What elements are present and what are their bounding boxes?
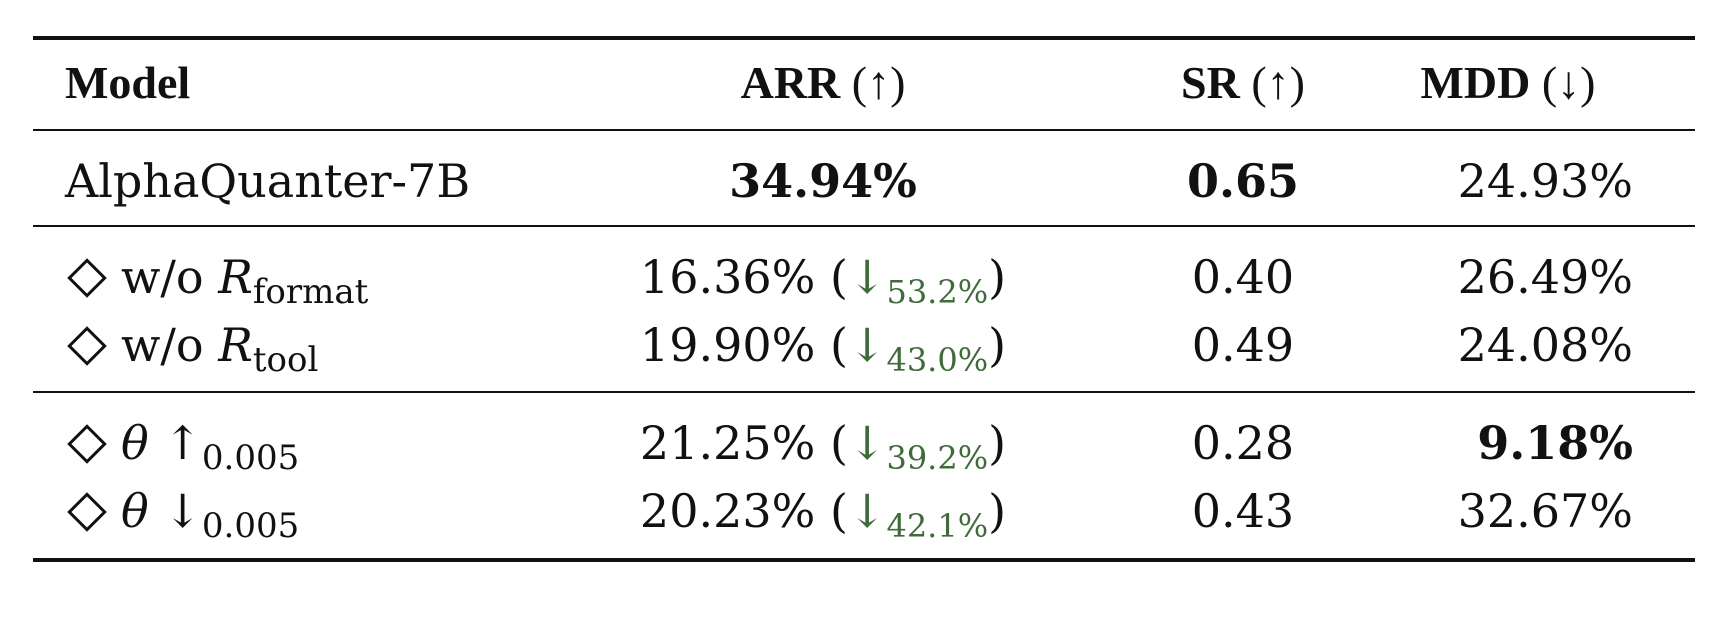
down-arrow-icon: ↓ <box>847 416 887 470</box>
row-sr: 0.49 <box>1191 318 1295 372</box>
header-mdd-label: MDD <box>1420 57 1531 108</box>
table-row: θ ↑0.005 21.25% (↓39.2%) 0.28 9.18% <box>33 408 1695 478</box>
row-subscript: tool <box>252 340 319 380</box>
diamond-icon <box>67 258 107 298</box>
row-mdd: 26.49% <box>1457 250 1633 304</box>
down-arrow-icon: ↓ <box>847 250 887 304</box>
top-rule <box>33 36 1695 40</box>
diamond-icon <box>67 326 107 366</box>
group-rule-1 <box>33 225 1695 227</box>
row-arr: 21.25% (↓39.2%) <box>639 416 1007 477</box>
diamond-icon <box>67 424 107 464</box>
table-row: AlphaQuanter-7B 34.94% 0.65 24.93% <box>33 146 1695 216</box>
row-mdd: 24.93% <box>1457 154 1633 208</box>
row-prefix: w/o <box>121 318 204 372</box>
row-mdd: 9.18% <box>1477 416 1633 470</box>
header-arr: ARR (↑) <box>593 48 1053 118</box>
header-mdd: MDD (↓) <box>1383 48 1633 118</box>
row-sr: 0.43 <box>1191 484 1295 538</box>
row-arr-change: 39.2% <box>886 439 989 477</box>
row-sr: 0.65 <box>1186 154 1300 208</box>
row-model: AlphaQuanter-7B <box>65 154 471 208</box>
row-arr-value: 20.23% <box>639 484 816 538</box>
down-arrow-icon: ↓ <box>163 484 202 538</box>
table-row: θ ↓0.005 20.23% (↓42.1%) 0.43 32.67% <box>33 476 1695 546</box>
row-arr-change: 42.1% <box>886 507 989 545</box>
row-sr: 0.40 <box>1191 250 1295 304</box>
row-arr: 16.36% (↓53.2%) <box>639 250 1007 311</box>
row-mdd: 32.67% <box>1457 484 1633 538</box>
row-arr-change: 53.2% <box>886 273 989 311</box>
up-arrow-icon: ↑ <box>163 416 202 470</box>
header-arr-label: ARR <box>740 57 841 108</box>
row-symbol: R <box>218 250 253 304</box>
row-arr: 19.90% (↓43.0%) <box>639 318 1007 379</box>
group-rule-2 <box>33 391 1695 393</box>
header-sr-arrow: (↑) <box>1251 57 1305 108</box>
table-row: w/o Rformat 16.36% (↓53.2%) 0.40 26.49% <box>33 242 1695 312</box>
header-sr: SR (↑) <box>1113 48 1373 118</box>
row-model: w/o Rformat <box>65 242 368 312</box>
row-model: θ ↑0.005 <box>65 408 299 478</box>
row-model: θ ↓0.005 <box>65 476 299 546</box>
row-symbol: R <box>218 318 253 372</box>
diamond-icon <box>67 492 107 532</box>
row-prefix: w/o <box>121 250 204 304</box>
header-sr-label: SR <box>1181 57 1240 108</box>
header-rule <box>33 129 1695 131</box>
bottom-rule <box>33 558 1695 562</box>
row-arr-value: 21.25% <box>639 416 816 470</box>
row-arr-value: 16.36% <box>639 250 816 304</box>
header-row: Model ARR (↑) SR (↑) MDD (↓) <box>33 48 1695 118</box>
row-arr-value: 19.90% <box>639 318 816 372</box>
row-model: w/o Rtool <box>65 310 318 380</box>
row-mdd: 24.08% <box>1457 318 1633 372</box>
down-arrow-icon: ↓ <box>847 318 887 372</box>
row-arr: 34.94% <box>729 154 917 208</box>
row-arr: 20.23% (↓42.1%) <box>639 484 1007 545</box>
header-arr-arrow: (↑) <box>851 57 906 108</box>
row-arr-change: 43.0% <box>886 341 989 379</box>
row-subscript: 0.005 <box>201 438 300 478</box>
row-symbol: θ <box>121 484 149 538</box>
row-sr: 0.28 <box>1191 416 1295 470</box>
row-subscript: 0.005 <box>201 506 300 546</box>
header-mdd-arrow: (↓) <box>1541 57 1596 108</box>
down-arrow-icon: ↓ <box>847 484 887 538</box>
row-subscript: format <box>252 272 369 312</box>
header-model: Model <box>65 57 191 108</box>
table-row: w/o Rtool 19.90% (↓43.0%) 0.49 24.08% <box>33 310 1695 380</box>
row-symbol: θ <box>121 416 149 470</box>
